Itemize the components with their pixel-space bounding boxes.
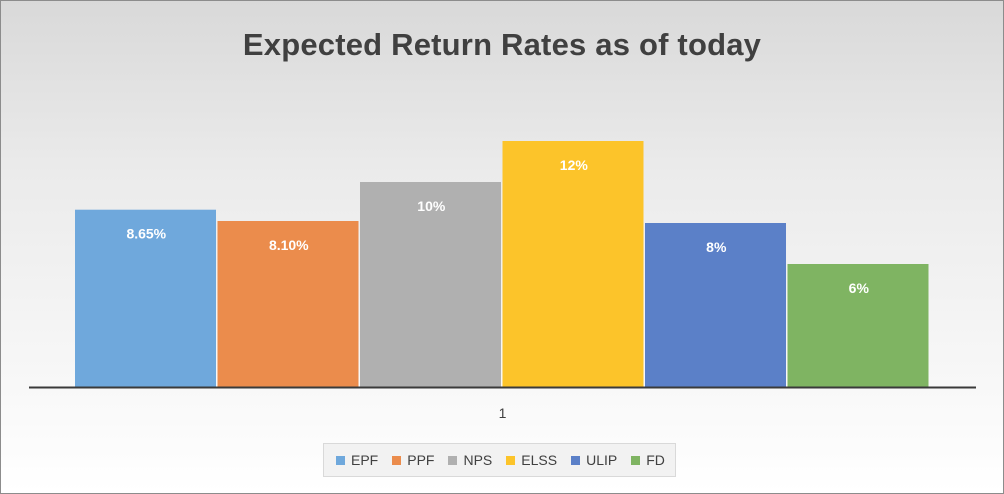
legend-label: ULIP — [586, 452, 618, 468]
chart-title: Expected Return Rates as of today — [242, 27, 762, 62]
bar-elss — [502, 141, 644, 387]
legend-item-ppf: PPF — [392, 452, 434, 468]
data-label-ppf: 8.10% — [269, 237, 309, 253]
data-label-fd: 6% — [849, 280, 870, 296]
data-label-ulip: 8% — [706, 239, 727, 255]
bar-nps — [360, 182, 501, 387]
legend-label: EPF — [351, 452, 379, 468]
legend-label: ELSS — [521, 452, 558, 468]
legend-label: FD — [646, 452, 665, 468]
data-label-epf: 8.65% — [126, 226, 166, 242]
legend-swatch — [448, 455, 458, 465]
x-tick-label: 1 — [499, 405, 507, 421]
legend-swatch — [631, 455, 641, 465]
data-label-elss: 12% — [560, 157, 589, 173]
legend-swatch — [336, 455, 345, 465]
legend-item-epf: EPF — [336, 452, 378, 468]
legend: EPF PPF NPS ELSS ULIP FD — [323, 443, 676, 477]
legend-item-ulip: ULIP — [571, 452, 617, 468]
legend-swatch — [506, 455, 516, 465]
legend-label: PPF — [407, 452, 435, 468]
legend-swatch — [392, 455, 402, 465]
legend-item-nps: NPS — [448, 452, 492, 468]
legend-item-fd: FD — [631, 452, 665, 468]
bar-ulip — [645, 223, 786, 387]
bar-epf — [75, 209, 216, 387]
bar-fd — [787, 264, 929, 387]
legend-item-elss: ELSS — [506, 452, 557, 468]
bar-ppf — [217, 221, 359, 387]
data-label-nps: 10% — [417, 198, 446, 214]
legend-swatch — [571, 455, 581, 465]
legend-label: NPS — [463, 452, 493, 468]
